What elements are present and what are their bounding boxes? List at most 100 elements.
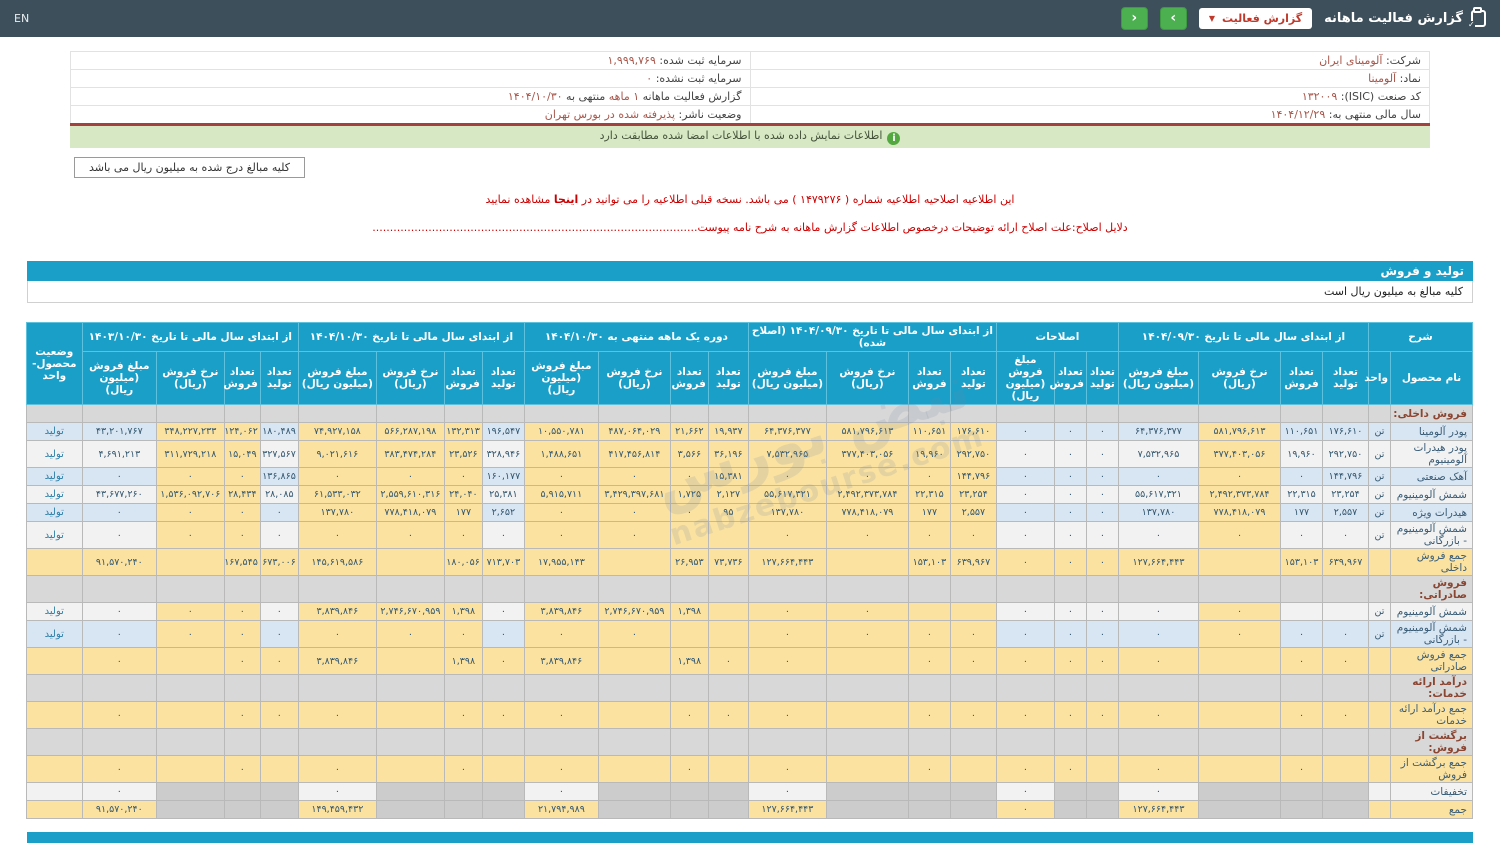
value-cell [481,755,525,783]
value-cell [707,521,749,549]
value-cell: ۲۳,۵۲۶ [443,440,483,468]
value-cell: ۲۳,۲۵۴ [949,485,997,504]
value-cell: ۰ [259,602,299,621]
value-cell: ۴۱۷,۴۵۶,۸۱۴ [597,440,671,468]
value-cell [259,800,299,819]
fiscal-year-value: ۱۴۰۴/۱۲/۲۹ [1270,108,1326,121]
value-cell [155,548,225,576]
alert-text: اطلاعات نمایش داده شده با اطلاعات امضا ش… [599,129,883,142]
nav-prev-button[interactable]: ‹ [1120,7,1148,30]
value-cell [375,800,445,819]
section-cell [297,674,377,702]
value-cell: ۳,۴۲۹,۳۹۷,۶۸۱ [597,485,671,504]
section-name: درآمد ارائه خدمات: [1390,674,1473,702]
section-cell [1117,575,1200,603]
value-cell: ۰ [825,521,909,549]
value-cell: ۰ [825,620,909,648]
value-cell: ۱۸۰,۰۵۶ [443,548,483,576]
value-cell: ۵۶۶,۲۸۷,۱۹۸ [375,422,445,441]
section-cell [481,404,525,423]
column-group-5: از ابتدای سال مالی تا تاریخ ۱۴۰۳/۱۰/۳۰ [81,322,299,352]
value-cell: ۰ [669,503,709,522]
grand-total-name: جمع [1390,800,1473,819]
value-cell: ۰ [1053,602,1087,621]
product-name: شمش آلومینیوم [1390,485,1473,504]
section-cell [1198,674,1281,702]
language-toggle[interactable]: EN [14,12,30,25]
value-cell: ۰ [223,467,261,486]
value-cell [907,800,951,819]
value-cell [1085,782,1119,801]
status-cell [25,701,83,729]
value-cell: ۲,۴۹۲,۳۷۳,۷۸۴ [1198,485,1281,504]
signature-match-alert: i اطلاعات نمایش داده شده با اطلاعات امضا … [70,126,1430,148]
value-cell: ۱۴۴,۷۹۶ [949,467,997,486]
section-cell [825,728,909,756]
value-cell: ۰ [81,467,157,486]
product-name: شمش آلومینیوم - بازرگانی [1390,620,1473,648]
value-cell [155,647,225,675]
section-cell [375,674,445,702]
previous-version-link[interactable]: اینجا [553,193,579,206]
value-cell: ۳۴۸,۲۲۷,۲۳۳ [155,422,225,441]
value-cell: ۷۳,۷۳۶ [707,548,749,576]
section-cell [949,404,997,423]
column-5-3: مبلغ فروش (میلیون ریال) [81,351,157,405]
company-info-table: شرکت: آلومینای ایران سرمایه ثبت شده: ۱,۹… [70,51,1430,126]
production-sales-table: شرح از ابتدای سال مالی تا تاریخ ۱۴۰۴/۰۹/۳… [25,322,1473,819]
section-cell [1053,404,1087,423]
status-cell: تولید [25,440,83,468]
value-cell [825,548,909,576]
registered-capital-value: ۱,۹۹۹,۷۶۹ [607,54,656,67]
value-cell: ۰ [155,620,225,648]
section-cell [223,575,261,603]
value-cell: ۰ [1085,521,1119,549]
section-cell [81,575,157,603]
value-cell: ۰ [81,701,157,729]
value-cell: ۰ [1085,602,1119,621]
value-cell [481,800,525,819]
value-cell: ۶۴,۳۷۶,۳۷۷ [747,422,827,441]
section-cell [1117,728,1200,756]
section-cell [669,404,709,423]
company-label: شرکت: [1385,54,1421,67]
value-cell: ۷,۵۳۲,۹۶۵ [747,440,827,468]
value-cell: ۰ [707,647,749,675]
column-5-0: تعداد تولید [259,351,299,405]
value-cell: ۱,۳۹۸ [443,602,483,621]
value-cell: ۰ [907,521,951,549]
value-cell [375,701,445,729]
value-cell: ۰ [155,602,225,621]
value-cell: ۳۸۳,۴۷۴,۲۸۴ [375,440,445,468]
value-cell: ۲۱,۶۶۲ [669,422,709,441]
value-cell: ۰ [907,467,951,486]
info-row: کد صنعت (ISIC): ۱۳۲۰۰۹ گزارش فعالیت ماها… [70,87,1430,106]
section-row: برگشت از فروش: [25,728,1473,756]
value-cell [223,782,261,801]
value-cell: ۰ [223,620,261,648]
nav-next-button[interactable]: › [1159,7,1187,30]
section-cell [259,404,299,423]
value-cell [707,782,749,801]
value-cell: ۱۷۶,۶۱۰ [949,422,997,441]
section-cell [1322,728,1369,756]
value-cell: ۰ [995,602,1055,621]
value-cell: ۰ [223,701,261,729]
section-cell [597,728,671,756]
section-cell [481,728,525,756]
report-type-label: گزارش فعالیت [1221,12,1303,25]
value-cell [1198,755,1281,783]
total-row: تخفیفات ۰ ۰ ۰ ۰ ۰ ۰ [25,782,1473,801]
value-cell: ۵,۹۱۵,۷۱۱ [523,485,599,504]
value-cell: ۰ [597,620,671,648]
section-cell [297,575,377,603]
unit-cell [1368,800,1391,819]
section-name: برگشت از فروش: [1390,728,1473,756]
value-cell: ۱,۳۹۸ [669,647,709,675]
report-type-button[interactable]: گزارش فعالیت ▼ [1198,8,1313,29]
value-cell [481,782,525,801]
value-cell: ۱,۷۲۵ [669,485,709,504]
total-row: جمع فروش صادراتی ۰ ۰ ۰ ۰ ۰ ۰ ۰ ۰ ۰ ۰ ۱,۳۹۸ ۳,۸۳۹,۸۴۶… [25,647,1473,675]
column-5-2: نرخ فروش (ریال) [155,351,225,405]
section-cell [907,575,951,603]
